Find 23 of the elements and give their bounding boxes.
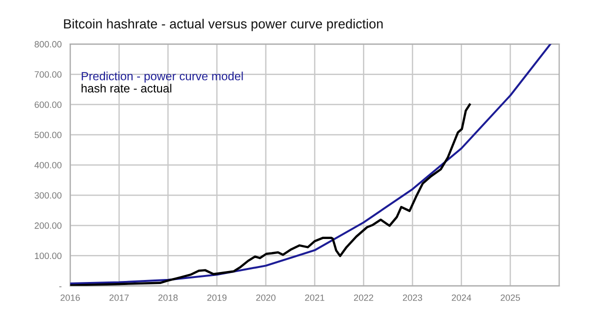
y-tick-label: 600.00 <box>34 102 62 108</box>
x-tick-label: 2019 <box>207 294 227 301</box>
y-tick-label: - <box>59 286 62 288</box>
y-tick-label: 300.00 <box>34 192 62 199</box>
x-tick-label: 2021 <box>305 294 324 301</box>
x-tick-label: 2018 <box>158 294 178 301</box>
y-tick-label: 100.00 <box>34 252 62 260</box>
x-tick-label: 2017 <box>110 294 129 301</box>
chart-title: Bitcoin hashrate - actual versus power curve prediction <box>64 18 383 32</box>
y-tick-label: 200.00 <box>34 222 62 229</box>
y-tick-label: 500.00 <box>34 132 62 138</box>
y-tick-label: 400.00 <box>34 162 62 168</box>
x-tick-label: 2016 <box>60 294 80 301</box>
x-tick-label: 2020 <box>256 294 276 301</box>
y-tick-label: 700.00 <box>34 71 62 78</box>
x-tick-label: 2023 <box>402 294 422 301</box>
y-tick-label: 800.00 <box>34 41 62 48</box>
text: hash rate - actual <box>82 84 172 92</box>
line-series <box>70 103 471 286</box>
x-tick-label: 2024 <box>452 294 472 301</box>
x-tick-label: 2025 <box>500 294 520 301</box>
x-tick-label: 2022 <box>354 294 374 301</box>
text: Prediction - power curve model <box>82 72 243 83</box>
